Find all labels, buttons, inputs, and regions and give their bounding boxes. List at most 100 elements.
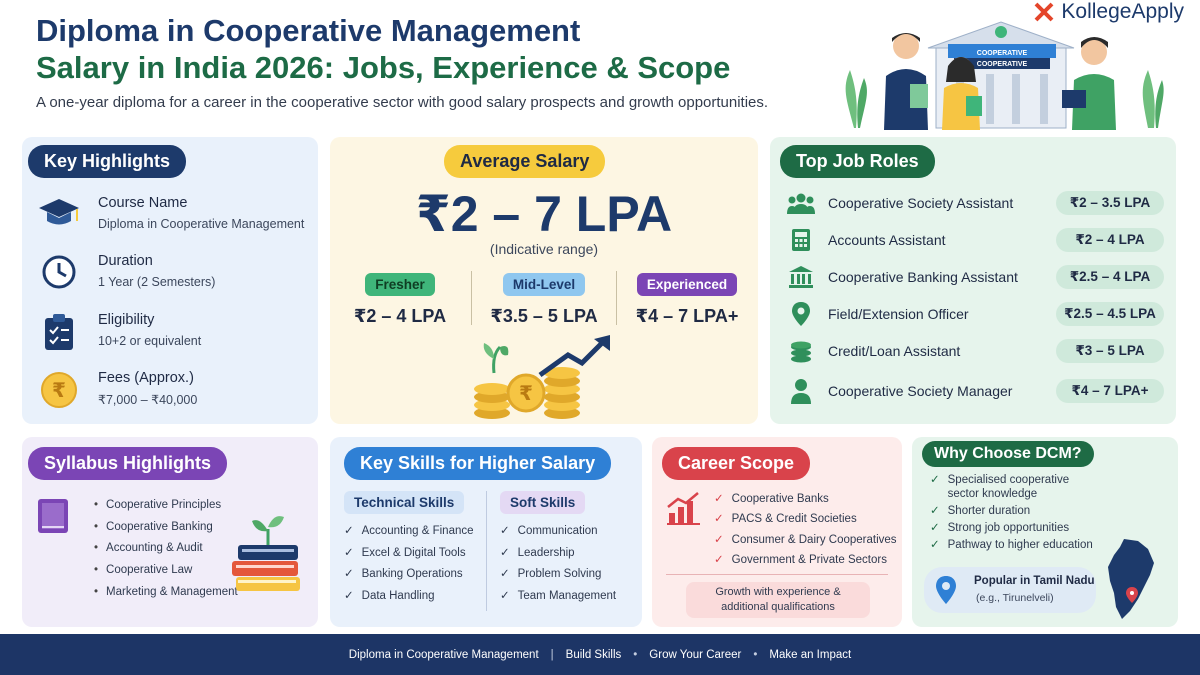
job-role-name: Credit/Loan Assistant xyxy=(828,343,961,359)
key-highlights-card: Key Highlights Course Name Diploma in Co… xyxy=(22,137,318,424)
skill-item: Banking Operations xyxy=(344,566,474,588)
plant-right-icon xyxy=(1142,70,1164,128)
footer-item: Make an Impact xyxy=(769,648,852,661)
syllabus-item: Cooperative Banking xyxy=(94,521,238,543)
job-role-row: Cooperative Society Assistant ₹2 – 3.5 L… xyxy=(786,190,1164,216)
job-role-name: Cooperative Society Assistant xyxy=(828,195,1014,211)
location-pin-icon xyxy=(792,302,810,326)
skill-item: Communication xyxy=(500,523,616,545)
brand-name: KollegeApply xyxy=(1061,0,1184,23)
footer-item: Build Skills xyxy=(565,648,622,661)
why-item-text: Shorter duration xyxy=(947,505,1031,517)
highlight-fees: ₹ Fees (Approx.) ₹7,000 – ₹40,000 xyxy=(36,370,197,410)
calculator-icon xyxy=(792,229,810,251)
why-choose-title: Why Choose DCM? xyxy=(922,441,1094,467)
job-role-row: Accounts Assistant ₹2 – 4 LPA xyxy=(786,227,1164,253)
tamil-nadu-map-icon xyxy=(1108,539,1154,619)
highlight-label: Course Name xyxy=(98,195,188,211)
skill-item: Data Handling xyxy=(344,588,474,610)
why-item-text: Strong job opportunities xyxy=(947,522,1070,534)
skill-item: Excel & Digital Tools xyxy=(344,545,474,567)
highlight-value: Diploma in Cooperative Management xyxy=(98,217,305,231)
highlight-value: 10+2 or equivalent xyxy=(98,334,202,348)
average-salary-card: Average Salary ₹2 – 7 LPA (Indicative ra… xyxy=(330,137,758,424)
check-icon: ✓ xyxy=(930,474,940,486)
popular-region-example: (e.g., Tirunelveli) xyxy=(976,592,1054,604)
coin-stack-left xyxy=(474,383,510,419)
popular-region-label: Popular in Tamil Nadu xyxy=(974,575,1095,587)
growth-chart-icon xyxy=(667,492,700,525)
soft-skills-heading: Soft Skills xyxy=(500,491,586,514)
job-role-name: Cooperative Society Manager xyxy=(828,383,1013,399)
why-item: ✓ Strong job opportunities xyxy=(930,521,1098,535)
skill-item: Leadership xyxy=(500,545,616,567)
coin-stack-right xyxy=(544,367,580,419)
why-item: ✓ Specialised cooperative sector knowledg… xyxy=(930,473,1098,501)
top-job-roles-title: Top Job Roles xyxy=(780,145,935,178)
growth-note-line-1: Growth with experience & xyxy=(715,586,841,598)
job-role-row: Credit/Loan Assistant ₹3 – 5 LPA xyxy=(786,338,1164,364)
level-value: ₹4 – 7 LPA+ xyxy=(635,306,739,326)
level-value: ₹3.5 – 5 LPA xyxy=(490,306,598,326)
location-pin-icon xyxy=(936,576,956,604)
syllabus-title: Syllabus Highlights xyxy=(28,447,228,480)
job-role-row: Cooperative Banking Assistant ₹2.5 – 4 L… xyxy=(786,264,1164,290)
career-scope-title: Career Scope xyxy=(662,447,811,480)
book-icon xyxy=(38,499,68,533)
title-line-1: Diploma in Cooperative Management xyxy=(36,13,581,48)
footer-separator: | xyxy=(550,648,554,661)
person-man-left-icon xyxy=(884,33,928,130)
person-icon xyxy=(791,379,811,404)
job-role-row: Cooperative Society Manager ₹4 – 7 LPA+ xyxy=(786,378,1164,404)
title-line-2: Salary in India 2026: Jobs, Experience &… xyxy=(36,50,731,86)
career-scope-card: Career Scope Cooperative Banks PACS & Cr… xyxy=(652,437,902,627)
job-role-salary: ₹3 – 5 LPA xyxy=(1056,339,1164,363)
why-choose-card: Why Choose DCM? ✓ Specialised cooperative… xyxy=(912,437,1178,627)
highlight-value: 1 Year (2 Semesters) xyxy=(98,275,216,289)
job-role-name: Accounts Assistant xyxy=(828,232,946,248)
footer-separator: • xyxy=(633,648,638,661)
people-icon xyxy=(787,193,815,214)
check-icon: ✓ xyxy=(930,522,940,534)
coins-growth-icon: ₹ xyxy=(474,335,610,419)
skills-title: Key Skills for Higher Salary xyxy=(344,447,612,480)
key-skills-card: Key Skills for Higher Salary Technical S… xyxy=(330,437,642,627)
hero-sign-bottom: COOPERATIVE xyxy=(977,61,1028,68)
syllabus-item: Cooperative Law xyxy=(94,564,238,586)
syllabus-item: Accounting & Audit xyxy=(94,542,238,564)
hero-sign-top: COOPERATIVE xyxy=(977,50,1028,57)
clipboard-icon xyxy=(45,314,73,350)
page-subtitle: A one-year diploma for a career in the c… xyxy=(36,94,769,111)
job-role-salary: ₹2.5 – 4.5 LPA xyxy=(1056,302,1164,326)
career-scope-item: Cooperative Banks xyxy=(714,491,897,511)
brand-logo[interactable]: KollegeApply xyxy=(1033,0,1184,24)
rupee-coin-icon: ₹ xyxy=(41,372,77,408)
job-role-salary: ₹4 – 7 LPA+ xyxy=(1056,379,1164,403)
skills-divider xyxy=(486,491,487,611)
why-choose-list: ✓ Specialised cooperative sector knowledg… xyxy=(930,473,1098,555)
level-tag: Experienced xyxy=(636,273,738,296)
skill-item: Accounting & Finance xyxy=(344,523,474,545)
technical-skills-heading: Technical Skills xyxy=(344,491,465,514)
average-salary-title: Average Salary xyxy=(444,145,606,178)
highlight-label: Duration xyxy=(98,253,153,269)
technical-skills-list: Accounting & Finance Excel & Digital Too… xyxy=(344,523,474,610)
highlight-course-name: Course Name Diploma in Cooperative Manag… xyxy=(36,195,304,235)
why-item: ✓ Shorter duration xyxy=(930,504,1098,518)
why-item-text: Pathway to higher education xyxy=(947,539,1093,551)
level-divider xyxy=(471,271,472,325)
salary-range: ₹2 – 7 LPA xyxy=(415,186,673,242)
plant-left-icon xyxy=(845,70,867,128)
clock-icon xyxy=(42,255,76,289)
why-item-text: Specialised cooperative sector knowledge xyxy=(947,474,1070,500)
level-value: ₹2 – 4 LPA xyxy=(353,306,447,326)
footer-separator: • xyxy=(753,648,758,661)
brand-mark-icon xyxy=(1034,2,1054,22)
highlight-label: Eligibility xyxy=(98,312,155,328)
highlight-label: Fees (Approx.) xyxy=(98,370,194,386)
graduation-cap-icon xyxy=(39,199,79,225)
growth-note-line-2: additional qualifications xyxy=(721,601,835,613)
footer-bar: Diploma in Cooperative Management | Buil… xyxy=(0,634,1200,675)
level-mid: Mid-Level ₹3.5 – 5 LPA xyxy=(474,273,614,327)
job-role-salary: ₹2 – 3.5 LPA xyxy=(1056,191,1164,215)
